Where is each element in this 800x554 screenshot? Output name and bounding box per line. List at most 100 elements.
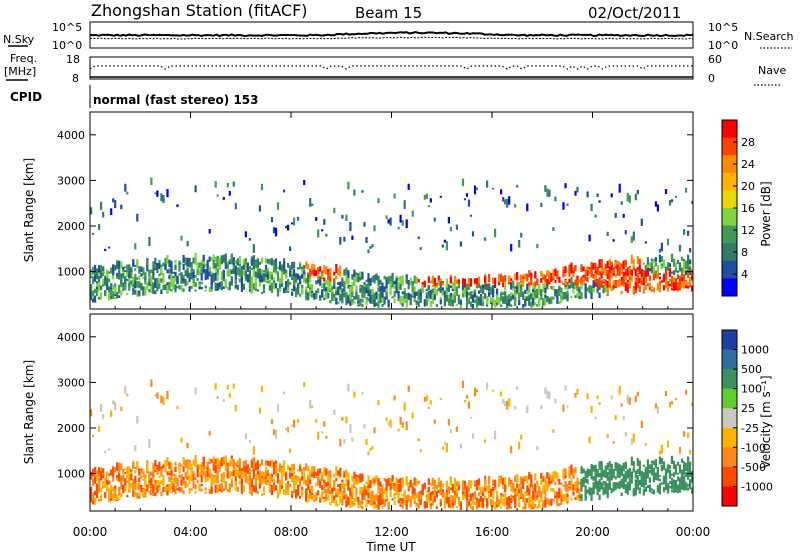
power-cell [534,302,537,306]
velocity-cell [534,483,537,489]
power-cell [433,217,436,222]
power-cell [102,271,105,274]
power-cell [409,296,412,306]
velocity-cell [170,462,173,471]
velocity-cell [650,468,653,476]
velocity-cell [234,486,237,491]
power-cell [441,287,444,293]
velocity-cell [437,489,440,494]
power-cell [134,264,137,267]
power-cell [540,297,543,300]
power-cell [516,271,519,279]
velocity-cell [598,472,601,478]
power-cell [691,272,694,278]
power-cell [128,271,131,281]
power-cell [375,303,378,307]
velocity-cell [520,476,523,486]
power-cell [612,285,615,288]
velocity-cell [397,483,400,493]
power-cell [377,301,380,308]
velocity-cell [134,470,137,474]
velocity-cell [140,470,143,474]
power-cell [192,278,195,286]
velocity-cell [379,481,382,487]
velocity-cell [594,464,597,473]
power-cell [419,291,422,300]
power-cell [526,203,529,212]
power-cell [150,177,153,185]
power-cell [689,259,692,264]
power-cell [429,289,432,299]
velocity-cell [160,480,163,484]
power-cell [552,274,555,278]
velocity-cell [580,478,583,485]
velocity-cell [548,473,551,481]
power-cell [303,274,306,283]
power-cell [200,267,203,273]
velocity-cell [174,474,177,484]
velocity-cell [130,469,133,472]
power-cell [373,225,376,232]
velocity-cell [542,475,545,482]
power-cell [319,297,322,301]
power-cell [383,286,386,293]
power-cell [668,267,672,277]
power-cell [465,285,469,293]
power-cell [291,274,294,279]
velocity-cell [150,477,153,486]
power-cell [315,217,318,221]
velocity-cell [200,465,203,468]
velocity-cell [359,486,362,490]
velocity-cell [518,501,521,508]
velocity-cell [407,487,410,490]
power-cell [256,272,259,279]
velocity-cell [538,485,541,490]
power-cell [188,272,191,278]
power-cell [691,285,694,292]
power-cell [355,274,358,283]
power-cell [441,290,444,296]
power-cell [658,276,661,280]
power-cell [554,196,557,202]
velocity-cell [333,480,336,484]
velocity-cell [494,430,497,440]
velocity-cell [333,495,336,503]
velocity-cell [658,478,661,482]
power-cell [120,290,123,296]
velocity-cell [327,494,330,501]
velocity-cell [558,494,561,499]
velocity-cell [210,476,213,481]
velocity-cell [622,462,625,472]
velocity-ytick-label: 3000 [57,376,85,389]
power-cell [612,272,615,276]
power-cell [584,268,587,275]
velocity-cell [540,495,543,502]
velocity-cell [361,491,364,501]
power-cell [222,197,225,200]
velocity-cell [210,480,213,487]
power-cell [240,285,243,292]
velocity-cell [319,499,322,503]
velocity-cell [381,484,384,493]
power-cell [403,297,406,303]
power-cell [238,278,241,283]
velocity-cell [122,475,125,480]
power-cell [365,297,368,300]
power-cell [128,286,131,291]
velocity-cell [102,473,105,476]
power-cell [546,278,549,286]
power-cell [367,273,370,282]
power-cell [264,274,268,283]
velocity-cell [98,484,101,493]
velocity-cell [136,483,139,490]
power-cell [600,272,603,279]
power-cell [317,288,320,294]
power-cell [160,193,163,202]
power-cell [164,285,167,290]
velocity-cell [272,461,276,468]
power-cell [311,203,314,206]
velocity-cell [122,484,125,488]
power-cell [148,278,151,282]
power-cell [264,269,268,275]
power-cell [431,288,434,295]
